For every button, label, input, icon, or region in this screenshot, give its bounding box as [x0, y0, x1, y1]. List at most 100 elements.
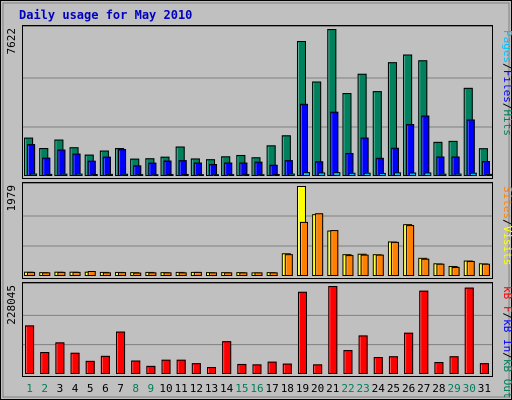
sites-bar [421, 258, 430, 276]
day-label: 27 [417, 382, 430, 395]
y-max-label: 7622 [5, 28, 18, 55]
files-bar-face [315, 161, 324, 176]
legend: Sites/Visits [501, 186, 512, 266]
day-label: 24 [372, 382, 386, 395]
kbf-bar-edge [85, 360, 95, 375]
sites-bar-face [299, 221, 308, 276]
pages-bar-edge [136, 174, 144, 176]
pages-bar-face [75, 173, 83, 176]
sites-bar-edge [27, 271, 36, 276]
kbf-bar-edge [328, 286, 338, 374]
legend-item-2: kB In [501, 319, 512, 352]
sites-bar-edge [451, 266, 460, 277]
pages-bar [105, 173, 113, 176]
legend-item-0: Pages [501, 30, 512, 63]
kbf-bar-face [222, 341, 232, 374]
legend-item-1: / [501, 313, 512, 320]
sites-bar-edge [360, 254, 369, 276]
pages-bar [454, 173, 462, 177]
sites-bar-edge [406, 225, 415, 276]
files-bar-face [299, 103, 308, 176]
files-bar [436, 156, 445, 176]
sites-bar [360, 254, 369, 276]
kbf-bar-edge [207, 367, 217, 375]
kbf-bar-face [282, 363, 292, 374]
sites-bar [299, 221, 308, 276]
kbf-bar [100, 355, 110, 374]
kbf-bar-edge [40, 352, 50, 374]
sites-bar-face [375, 254, 384, 276]
sites-bar-face [254, 272, 263, 276]
sites-bar-face [481, 263, 490, 276]
kbf-bar [55, 342, 65, 374]
files-bar-face [239, 162, 248, 176]
hits-bar-face [372, 91, 382, 176]
sites-bar-face [239, 272, 248, 276]
legend-item-1: / [501, 63, 512, 70]
files-bar-face [42, 157, 51, 176]
files-bar-face [224, 162, 233, 176]
files-bar [102, 156, 111, 177]
files-bar [406, 124, 415, 177]
day-label: 7 [117, 382, 124, 395]
kbf-bar [479, 363, 489, 375]
sites-bar [466, 260, 475, 277]
day-label: 13 [205, 382, 218, 395]
day-label: 22 [341, 382, 354, 395]
files-bar [163, 160, 172, 177]
pages-bar [60, 173, 68, 177]
sites-bar-face [193, 271, 202, 276]
files-bar [254, 161, 263, 176]
kbf-bar-face [207, 367, 217, 374]
pages-bar-edge [424, 172, 432, 176]
pages-bar-edge [45, 173, 53, 176]
pages-bar-edge [181, 173, 189, 177]
pages-bar-face [409, 172, 417, 176]
kbf-bar-edge [479, 363, 489, 375]
pages-bar-face [378, 172, 386, 176]
sites-bar-edge [72, 271, 81, 276]
kbf-bar-edge [131, 360, 141, 375]
kbf-bar [404, 332, 414, 374]
pages-bar [242, 174, 250, 176]
kbf-bar-edge [373, 357, 383, 375]
kbf-bar-edge [358, 335, 368, 375]
day-label: 14 [220, 382, 234, 395]
sites-bar-face [118, 272, 127, 276]
pages-bar-face [454, 173, 462, 176]
kbf-bar-edge [297, 291, 307, 374]
kbf-bar [40, 352, 50, 374]
hits-bar-face [342, 93, 352, 176]
kbf-bar [222, 341, 232, 375]
kbf-bar-face [25, 325, 35, 374]
kbf-bar-face [146, 365, 156, 374]
pages-bar [409, 172, 417, 177]
pages-bar-edge [60, 173, 68, 177]
files-bar-face [57, 149, 66, 176]
legend-item-4: Hits [501, 110, 512, 137]
pages-bar-edge [409, 172, 417, 177]
pages-bar [363, 172, 371, 176]
kbf-bar-face [191, 363, 201, 374]
sites-bar-face [451, 266, 460, 276]
day-label: 15 [235, 382, 248, 395]
sites-bar-edge [118, 272, 127, 276]
sites-bar [224, 272, 233, 276]
sites-bar [239, 272, 248, 276]
day-label: 4 [72, 382, 79, 395]
pages-bar [181, 173, 189, 177]
sites-bar-face [178, 272, 187, 276]
sites-bar-face [102, 272, 111, 276]
files-bar [27, 144, 36, 176]
sites-bar-edge [57, 271, 66, 276]
kbf-bar [131, 360, 141, 375]
pages-bar-face [181, 173, 189, 176]
kbf-bar-face [388, 356, 398, 374]
sites-bar-edge [102, 272, 111, 276]
files-bar-face [193, 162, 202, 176]
sites-bar [102, 272, 111, 276]
kbf-bar [116, 331, 126, 375]
hits-bar-face [327, 29, 337, 176]
